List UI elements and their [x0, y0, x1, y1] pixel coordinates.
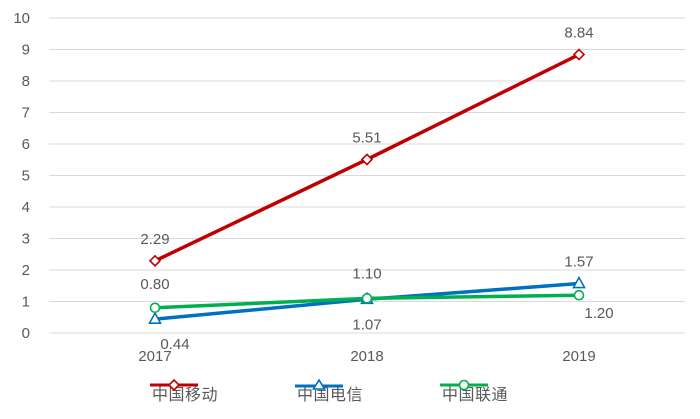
y-tick-label: 5 [22, 168, 30, 185]
y-tick-label: 0 [22, 325, 30, 342]
y-tick-label: 2 [22, 262, 30, 279]
y-tick-label: 10 [13, 10, 30, 27]
data-label: 1.10 [352, 265, 381, 282]
y-tick-label: 9 [22, 42, 30, 59]
circle-marker-icon [573, 289, 585, 301]
legend-item-china-mobile[interactable]: 中国移动 [150, 378, 218, 408]
data-label: 5.51 [352, 129, 381, 146]
legend-item-china-unicom[interactable]: 中国联通 [440, 378, 508, 408]
legend-item-china-telecom[interactable]: 中国电信 [295, 378, 363, 408]
data-label: 0.44 [160, 336, 189, 353]
y-tick-label: 7 [22, 105, 30, 122]
x-tick-label: 2017 [138, 348, 171, 365]
y-tick-label: 3 [22, 231, 30, 248]
diamond-marker-icon [360, 153, 374, 166]
y-tick-label: 4 [22, 199, 30, 216]
y-tick-label: 1 [22, 294, 30, 311]
triangle-marker-icon [572, 275, 586, 289]
y-tick-label: 6 [22, 136, 30, 153]
data-label: 2.29 [140, 231, 169, 248]
data-label: 0.80 [140, 276, 169, 293]
diamond-marker-icon [150, 378, 198, 392]
diamond-marker-icon [148, 254, 162, 267]
y-tick-label: 8 [22, 73, 30, 90]
diamond-marker-icon [572, 48, 586, 61]
legend-label: 中国联通 [442, 385, 509, 404]
circle-marker-icon [149, 302, 161, 314]
triangle-marker-icon [148, 311, 162, 324]
data-label: 1.07 [352, 316, 381, 333]
circle-marker-icon [361, 293, 373, 304]
chart-legend: 中国移动 中国电信 中国联通 [0, 378, 700, 408]
legend-label: 中国移动 [152, 385, 219, 404]
data-label: 8.84 [564, 25, 593, 42]
data-label: 1.20 [584, 305, 613, 322]
triangle-marker-icon [295, 378, 343, 390]
x-tick-label: 2019 [562, 348, 595, 365]
circle-marker-icon [440, 379, 488, 391]
x-tick-label: 2018 [350, 348, 383, 365]
data-label: 1.57 [564, 254, 593, 271]
